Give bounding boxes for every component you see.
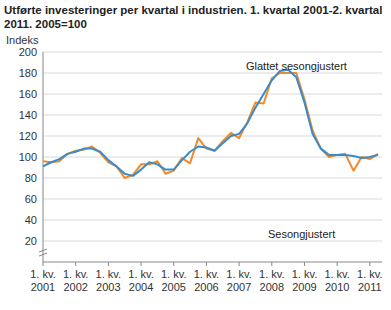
x-tick-label: 1. kv.2004 [128, 268, 153, 293]
x-tick-label: 1. kv.2008 [259, 268, 284, 293]
x-tick [337, 262, 338, 266]
x-tick-label: 1. kv.2011 [357, 268, 382, 293]
y-tick-label: 100 [19, 151, 37, 163]
grid-line [43, 199, 382, 200]
x-tick-label: 1. kv.2007 [226, 268, 251, 293]
series-label: Sesongjustert [268, 228, 335, 240]
y-tick-label: 200 [19, 46, 37, 58]
y-tick-label: 180 [19, 67, 37, 79]
x-tick [369, 262, 370, 266]
plot-area [43, 70, 378, 178]
x-tick [141, 262, 142, 266]
y-tick-label: 60 [25, 193, 37, 205]
y-tick-label: 160 [19, 88, 37, 100]
series-line [43, 73, 378, 178]
x-tick-label: 1. kv.2009 [292, 268, 317, 293]
grid-line [43, 52, 382, 53]
x-tick-label: 1. kv.2005 [161, 268, 186, 293]
title: Utførte investeringer per kvartal i indu… [4, 4, 382, 30]
x-tick [271, 262, 272, 266]
grid-line [43, 241, 382, 242]
axis-break [39, 249, 47, 256]
chart: Utførte investeringer per kvartal i indu… [0, 0, 391, 310]
y-tick-label: 80 [25, 172, 37, 184]
y-tick-label: 40 [25, 214, 37, 226]
x-tick [304, 262, 305, 266]
grid-line [43, 73, 382, 74]
y-axis [43, 52, 44, 262]
y-tick-label: 140 [19, 109, 37, 121]
grid-line [43, 115, 382, 116]
x-tick-label: 1. kv.2006 [194, 268, 219, 293]
x-tick [173, 262, 174, 266]
x-tick [108, 262, 109, 266]
grid-line [43, 220, 382, 221]
y-tick-label: 20 [25, 235, 37, 247]
x-tick [43, 262, 44, 266]
x-tick [75, 262, 76, 266]
grid-line [43, 136, 382, 137]
x-tick-label: 1. kv.2010 [324, 268, 349, 293]
x-axis [43, 262, 382, 263]
x-tick [239, 262, 240, 266]
x-tick-label: 1. kv.2001 [30, 268, 55, 293]
grid-line [43, 178, 382, 179]
y-axis-label: Indeks [6, 34, 39, 46]
y-tick-label: 120 [19, 130, 37, 142]
x-tick-label: 1. kv.2003 [96, 268, 121, 293]
series-label: Glattet sesongjustert [246, 60, 347, 72]
x-tick [206, 262, 207, 266]
x-tick-label: 1. kv.2002 [63, 268, 88, 293]
grid-line [43, 94, 382, 95]
series-line [43, 70, 378, 176]
